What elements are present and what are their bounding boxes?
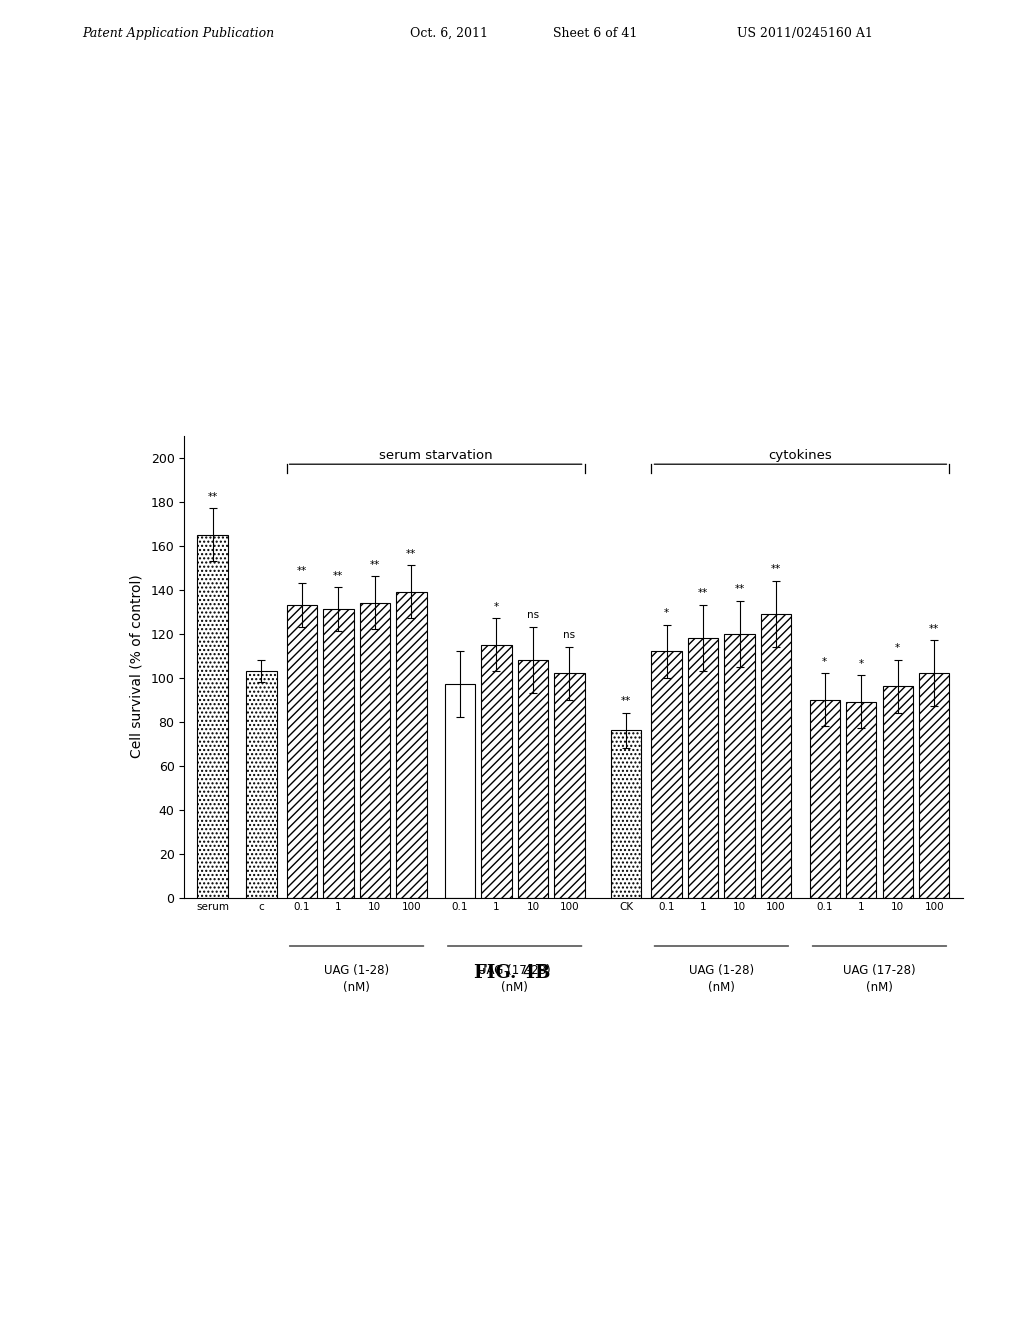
Text: **: **: [771, 564, 781, 574]
Text: *: *: [895, 643, 900, 653]
Text: ns: ns: [563, 630, 575, 640]
Text: US 2011/0245160 A1: US 2011/0245160 A1: [737, 26, 873, 40]
Bar: [396, 591, 427, 898]
Text: **: **: [370, 560, 380, 570]
Text: ns: ns: [526, 610, 539, 620]
Text: UAG (17-28): UAG (17-28): [478, 964, 551, 977]
Bar: [611, 730, 641, 898]
Text: (nM): (nM): [708, 981, 735, 994]
Bar: [810, 700, 840, 898]
Bar: [444, 684, 475, 898]
Bar: [883, 686, 913, 898]
Text: **: **: [698, 589, 709, 598]
Text: **: **: [208, 491, 218, 502]
Text: **: **: [333, 570, 343, 581]
Y-axis label: Cell survival (% of control): Cell survival (% of control): [130, 574, 143, 759]
Text: **: **: [734, 583, 744, 594]
Bar: [246, 671, 276, 898]
Text: FIG. 4B: FIG. 4B: [474, 964, 550, 982]
Bar: [761, 614, 792, 898]
Bar: [724, 634, 755, 898]
Text: **: **: [297, 566, 307, 577]
Text: serum starvation: serum starvation: [379, 449, 493, 462]
Bar: [287, 605, 317, 898]
Bar: [688, 638, 719, 898]
Bar: [198, 535, 228, 898]
Text: UAG (1-28): UAG (1-28): [689, 964, 754, 977]
Text: Sheet 6 of 41: Sheet 6 of 41: [553, 26, 637, 40]
Text: *: *: [665, 609, 670, 618]
Text: *: *: [859, 659, 864, 669]
Text: cytokines: cytokines: [769, 449, 833, 462]
Text: **: **: [621, 696, 631, 706]
Text: UAG (17-28): UAG (17-28): [843, 964, 915, 977]
Text: (nM): (nM): [866, 981, 893, 994]
Bar: [518, 660, 548, 898]
Text: Oct. 6, 2011: Oct. 6, 2011: [410, 26, 487, 40]
Bar: [554, 673, 585, 898]
Bar: [846, 702, 877, 898]
Text: *: *: [822, 656, 827, 667]
Text: **: **: [407, 549, 417, 558]
Bar: [359, 603, 390, 898]
Text: **: **: [929, 623, 939, 634]
Text: Patent Application Publication: Patent Application Publication: [82, 26, 274, 40]
Text: (nM): (nM): [343, 981, 370, 994]
Text: *: *: [494, 602, 499, 611]
Bar: [324, 610, 353, 898]
Bar: [919, 673, 949, 898]
Bar: [651, 651, 682, 898]
Text: UAG (1-28): UAG (1-28): [324, 964, 389, 977]
Text: (nM): (nM): [501, 981, 528, 994]
Bar: [481, 644, 512, 898]
